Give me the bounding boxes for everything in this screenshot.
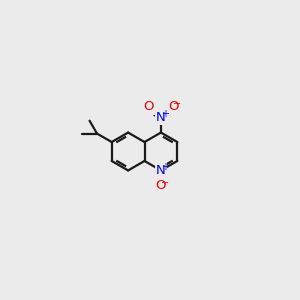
Text: +: +	[161, 109, 169, 119]
Text: N: N	[156, 111, 166, 124]
Text: −: −	[161, 178, 169, 188]
Text: N: N	[156, 164, 166, 177]
Text: O: O	[156, 179, 166, 192]
Text: O: O	[168, 100, 178, 113]
Text: −: −	[173, 99, 181, 109]
Text: O: O	[143, 100, 154, 113]
Text: +: +	[161, 162, 169, 172]
